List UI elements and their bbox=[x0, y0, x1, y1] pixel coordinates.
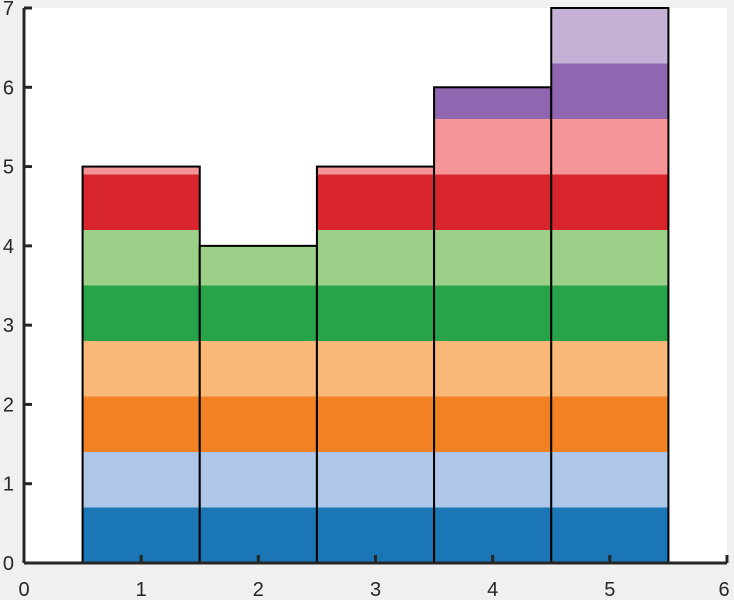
bar-segment-3-series-3 bbox=[316, 396, 435, 452]
bar-segment-1-series-2 bbox=[82, 452, 200, 508]
bar-segment-1-series-5 bbox=[82, 285, 200, 341]
bar-segment-3-series-4 bbox=[316, 341, 435, 397]
x-tick-label: 6 bbox=[718, 579, 729, 600]
bar-segment-3-series-5 bbox=[316, 285, 435, 341]
bar-segment-2-series-4 bbox=[199, 341, 317, 397]
bar-segment-5-series-8 bbox=[551, 119, 669, 175]
y-tick-label: 2 bbox=[3, 394, 14, 416]
bar-segment-4-series-6 bbox=[434, 230, 552, 286]
bar-segment-5-series-1 bbox=[551, 507, 669, 563]
bar-segment-4-series-1 bbox=[434, 507, 552, 563]
bar-segment-5-series-7 bbox=[551, 174, 669, 230]
bar-segment-4-series-9 bbox=[434, 87, 552, 119]
x-tick-label: 2 bbox=[253, 579, 264, 600]
bar-segment-1-series-7 bbox=[82, 174, 200, 230]
bar-segment-1-series-4 bbox=[82, 341, 200, 397]
x-tick-label: 0 bbox=[18, 579, 29, 600]
y-tick-label: 1 bbox=[3, 474, 14, 496]
bar-segment-4-series-5 bbox=[434, 285, 552, 341]
x-tick-label: 1 bbox=[136, 579, 147, 600]
bar-segment-4-series-4 bbox=[434, 341, 552, 397]
y-tick-label: 5 bbox=[3, 157, 14, 179]
bar-segment-4-series-2 bbox=[434, 452, 552, 508]
x-tick-label: 3 bbox=[370, 579, 381, 600]
bar-segment-1-series-1 bbox=[82, 507, 200, 563]
bar-segment-3-series-6 bbox=[316, 230, 435, 286]
axes: 0 1 2 3 4 5 6 7 0 1 2 3 4 5 6 bbox=[3, 0, 730, 600]
bar-segment-5-series-9 bbox=[551, 63, 669, 119]
bar-segment-5-series-4 bbox=[551, 341, 669, 397]
bar-segment-4-series-7 bbox=[434, 174, 552, 230]
bar-segment-5-series-6 bbox=[551, 230, 669, 286]
bar-segment-2-series-2 bbox=[199, 452, 317, 508]
bar-segment-4-series-8 bbox=[434, 119, 552, 175]
x-tick-label: 4 bbox=[487, 579, 498, 600]
bar-segment-1-series-8 bbox=[82, 166, 200, 175]
bar-segment-2-series-5 bbox=[199, 285, 317, 341]
bar-segment-3-series-2 bbox=[316, 452, 435, 508]
y-tick-label: 3 bbox=[3, 315, 14, 337]
bar-segment-3-series-7 bbox=[316, 174, 435, 230]
bar-segment-1-series-6 bbox=[82, 230, 200, 286]
y-tick-label: 0 bbox=[3, 553, 14, 575]
bar-segment-5-series-10 bbox=[551, 8, 669, 64]
y-tick-label: 7 bbox=[3, 0, 14, 20]
bar-segment-2-series-6 bbox=[199, 245, 317, 286]
x-tick-label: 5 bbox=[604, 579, 615, 600]
bar-segment-2-series-3 bbox=[199, 396, 317, 452]
bar-segment-3-series-8 bbox=[316, 166, 435, 175]
bar-segment-3-series-1 bbox=[316, 507, 435, 563]
bar-segment-4-series-3 bbox=[434, 396, 552, 452]
bars bbox=[81, 7, 670, 565]
y-tick-label: 4 bbox=[3, 236, 14, 258]
bar-segment-1-series-3 bbox=[82, 396, 200, 452]
bar-segment-5-series-5 bbox=[551, 285, 669, 341]
bar-segment-5-series-3 bbox=[551, 396, 669, 452]
bar-segment-2-series-1 bbox=[199, 507, 317, 563]
y-tick-label: 6 bbox=[3, 77, 14, 99]
bar-segment-5-series-2 bbox=[551, 452, 669, 508]
